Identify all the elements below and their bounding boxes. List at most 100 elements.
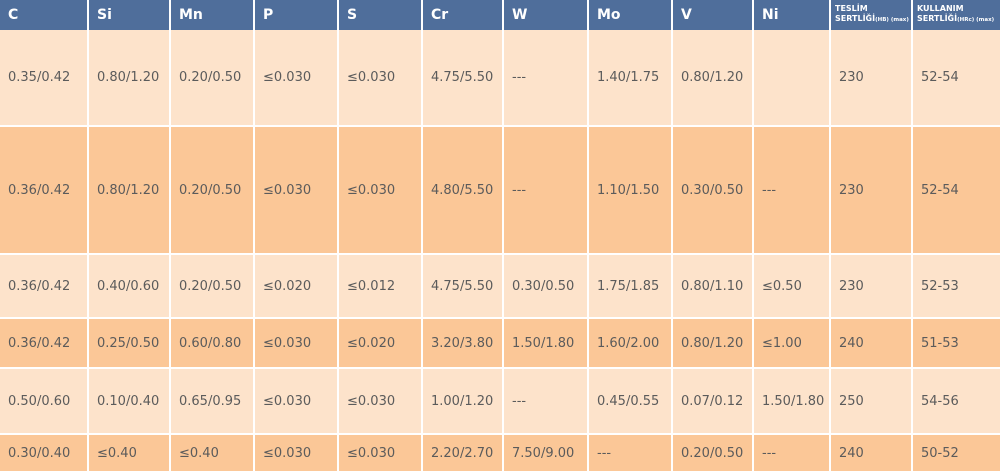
cell-p: ≤0.030	[254, 126, 339, 255]
cell-p: ≤0.030	[254, 30, 339, 127]
header-delivery-hardness: TESLİM SERTLİĞİ(HB) (max)	[830, 0, 913, 30]
cell-mn: 0.20/0.50	[170, 254, 255, 319]
cell-w: 7.50/9.00	[503, 434, 589, 473]
cell-v: 0.20/0.50	[672, 434, 754, 473]
header-w: W	[503, 0, 589, 30]
cell-working-hardness: 52-54	[912, 30, 1000, 127]
cell-working-hardness: 54-56	[912, 368, 1000, 435]
cell-si: ≤0.40	[88, 434, 171, 473]
cell-mn: 0.20/0.50	[170, 126, 255, 255]
header-v: V	[672, 0, 754, 30]
cell-ni: ---	[753, 126, 831, 255]
cell-cr: 1.00/1.20	[422, 368, 504, 435]
header-working-hardness-word: SERTLİĞİ	[917, 14, 958, 23]
header-si: Si	[88, 0, 171, 30]
cell-v: 0.07/0.12	[672, 368, 754, 435]
cell-mn: 0.20/0.50	[170, 30, 255, 127]
header-working-hardness: KULLANIM SERTLİĞİ(HRc) (max)	[912, 0, 1000, 30]
cell-c: 0.30/0.40	[0, 434, 89, 473]
cell-delivery-hardness: 230	[830, 126, 913, 255]
cell-s: ≤0.030	[338, 30, 423, 127]
cell-w: ---	[503, 368, 589, 435]
cell-v: 0.80/1.10	[672, 254, 754, 319]
cell-si: 0.10/0.40	[88, 368, 171, 435]
table-row: 0.36/0.42 0.80/1.20 0.20/0.50 ≤0.030 ≤0.…	[0, 126, 1000, 255]
cell-ni: ---	[753, 434, 831, 473]
cell-si: 0.80/1.20	[88, 126, 171, 255]
cell-delivery-hardness: 230	[830, 254, 913, 319]
table-row: 0.36/0.42 0.25/0.50 0.60/0.80 ≤0.030 ≤0.…	[0, 318, 1000, 369]
cell-c: 0.35/0.42	[0, 30, 89, 127]
cell-p: ≤0.030	[254, 318, 339, 369]
cell-v: 0.30/0.50	[672, 126, 754, 255]
cell-v: 0.80/1.20	[672, 318, 754, 369]
cell-delivery-hardness: 250	[830, 368, 913, 435]
cell-working-hardness: 52-54	[912, 126, 1000, 255]
cell-mo: 1.40/1.75	[588, 30, 673, 127]
cell-s: ≤0.030	[338, 368, 423, 435]
cell-w: ---	[503, 30, 589, 127]
cell-ni: ≤0.50	[753, 254, 831, 319]
header-working-hardness-unit: (HRc) (max)	[957, 17, 995, 23]
table-row: 0.30/0.40 ≤0.40 ≤0.40 ≤0.030 ≤0.030 2.20…	[0, 434, 1000, 473]
cell-w: ---	[503, 126, 589, 255]
table-header-row: C Si Mn P S Cr W Mo V Ni TESLİM SERTLİĞİ…	[0, 0, 1000, 30]
header-s: S	[338, 0, 423, 30]
cell-c: 0.36/0.42	[0, 126, 89, 255]
cell-mo: ---	[588, 434, 673, 473]
cell-w: 0.30/0.50	[503, 254, 589, 319]
cell-working-hardness: 52-53	[912, 254, 1000, 319]
cell-p: ≤0.030	[254, 368, 339, 435]
cell-ni	[753, 30, 831, 127]
cell-s: ≤0.030	[338, 126, 423, 255]
cell-cr: 3.20/3.80	[422, 318, 504, 369]
cell-cr: 4.75/5.50	[422, 30, 504, 127]
cell-p: ≤0.020	[254, 254, 339, 319]
cell-ni: 1.50/1.80	[753, 368, 831, 435]
cell-si: 0.40/0.60	[88, 254, 171, 319]
cell-working-hardness: 51-53	[912, 318, 1000, 369]
cell-c: 0.50/0.60	[0, 368, 89, 435]
cell-p: ≤0.030	[254, 434, 339, 473]
header-working-hardness-line1: KULLANIM	[917, 4, 964, 13]
header-mn: Mn	[170, 0, 255, 30]
cell-s: ≤0.030	[338, 434, 423, 473]
cell-mn: 0.60/0.80	[170, 318, 255, 369]
table-row: 0.35/0.42 0.80/1.20 0.20/0.50 ≤0.030 ≤0.…	[0, 30, 1000, 127]
cell-ni: ≤1.00	[753, 318, 831, 369]
cell-delivery-hardness: 240	[830, 318, 913, 369]
cell-mn: 0.65/0.95	[170, 368, 255, 435]
cell-delivery-hardness: 240	[830, 434, 913, 473]
cell-w: 1.50/1.80	[503, 318, 589, 369]
header-cr: Cr	[422, 0, 504, 30]
cell-cr: 4.75/5.50	[422, 254, 504, 319]
header-mo: Mo	[588, 0, 673, 30]
header-working-hardness-line2: SERTLİĞİ(HRc) (max)	[917, 14, 1000, 25]
cell-mo: 1.10/1.50	[588, 126, 673, 255]
cell-si: 0.25/0.50	[88, 318, 171, 369]
table-row: 0.50/0.60 0.10/0.40 0.65/0.95 ≤0.030 ≤0.…	[0, 368, 1000, 435]
header-ni: Ni	[753, 0, 831, 30]
cell-mo: 1.60/2.00	[588, 318, 673, 369]
table-row: 0.36/0.42 0.40/0.60 0.20/0.50 ≤0.020 ≤0.…	[0, 254, 1000, 319]
header-p: P	[254, 0, 339, 30]
cell-cr: 2.20/2.70	[422, 434, 504, 473]
header-delivery-hardness-unit: (HB) (max)	[875, 17, 909, 23]
cell-si: 0.80/1.20	[88, 30, 171, 127]
cell-s: ≤0.020	[338, 318, 423, 369]
cell-cr: 4.80/5.50	[422, 126, 504, 255]
cell-c: 0.36/0.42	[0, 254, 89, 319]
cell-mo: 0.45/0.55	[588, 368, 673, 435]
cell-c: 0.36/0.42	[0, 318, 89, 369]
cell-delivery-hardness: 230	[830, 30, 913, 127]
cell-mn: ≤0.40	[170, 434, 255, 473]
header-delivery-hardness-line2: SERTLİĞİ(HB) (max)	[835, 14, 910, 25]
header-delivery-hardness-line1: TESLİM	[835, 4, 868, 13]
cell-working-hardness: 50-52	[912, 434, 1000, 473]
cell-mo: 1.75/1.85	[588, 254, 673, 319]
header-delivery-hardness-word: SERTLİĞİ	[835, 14, 876, 23]
header-c: C	[0, 0, 89, 30]
cell-v: 0.80/1.20	[672, 30, 754, 127]
cell-s: ≤0.012	[338, 254, 423, 319]
